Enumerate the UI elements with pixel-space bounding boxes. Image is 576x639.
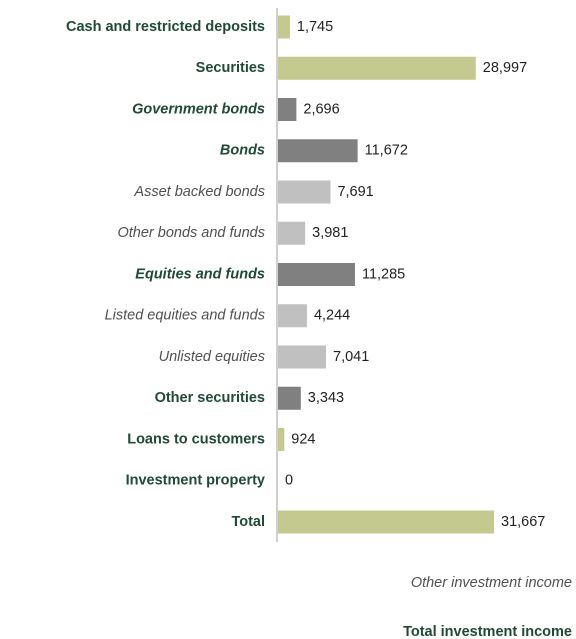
annotation: Other investment income xyxy=(411,575,572,591)
category-label: Government bonds xyxy=(132,101,265,117)
category-label: Investment property xyxy=(126,473,265,489)
category-label: Bonds xyxy=(220,143,265,159)
value-label: 28,997 xyxy=(483,60,527,76)
category-label: Listed equities and funds xyxy=(105,308,265,324)
value-label: 7,691 xyxy=(337,184,373,200)
bar xyxy=(278,428,285,451)
value-label: 11,672 xyxy=(365,143,408,159)
category-label: Securities xyxy=(196,60,265,76)
value-label: 4,244 xyxy=(314,308,350,324)
value-label: 2,696 xyxy=(303,101,339,117)
bar xyxy=(278,345,327,369)
value-label: 3,981 xyxy=(312,225,348,241)
bar xyxy=(278,180,331,204)
value-label: 11,285 xyxy=(362,266,405,282)
bar xyxy=(278,15,290,39)
value-label: 1,745 xyxy=(297,19,333,35)
value-label: 3,343 xyxy=(308,390,344,406)
category-label: Other bonds and funds xyxy=(117,225,265,241)
bar xyxy=(278,56,476,80)
category-label: Loans to customers xyxy=(127,431,265,447)
category-label: Equities and funds xyxy=(135,266,265,282)
category-label: Cash and restricted deposits xyxy=(66,19,265,35)
bar xyxy=(278,510,494,534)
value-label: 7,041 xyxy=(333,349,369,365)
category-label: Asset backed bonds xyxy=(133,184,265,200)
bar xyxy=(278,263,355,286)
value-label: 31,667 xyxy=(501,514,545,530)
category-label: Other securities xyxy=(155,390,265,406)
bar xyxy=(278,386,301,410)
value-label: 0 xyxy=(285,473,293,489)
category-label: Total xyxy=(231,514,265,530)
bar xyxy=(278,304,307,328)
bar xyxy=(278,139,358,163)
category-label: Unlisted equities xyxy=(159,349,265,365)
bar xyxy=(278,221,306,245)
annotation: Total investment income xyxy=(403,624,572,639)
value-label: 924 xyxy=(291,431,315,447)
bar xyxy=(278,98,297,121)
